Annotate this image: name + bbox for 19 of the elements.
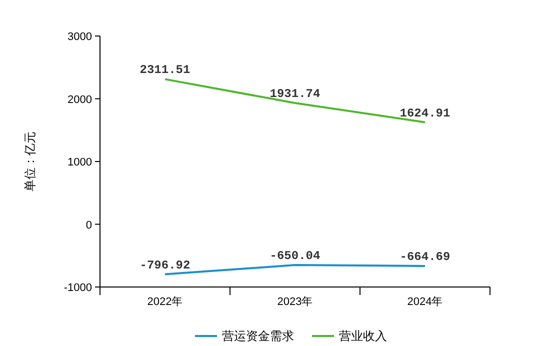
y-tick-label: 0 — [86, 219, 92, 232]
y-tick-label: 3000 — [68, 31, 92, 43]
legend: 营业收入 — [312, 329, 387, 343]
y-tick-label: -1000 — [64, 282, 92, 294]
legend-label: 营运资金需求 — [222, 329, 294, 343]
data-label: -664.69 — [400, 250, 450, 264]
y-tick-label: 2000 — [68, 94, 92, 106]
x-tick-label: 2023年 — [277, 296, 313, 308]
data-label: 2311.51 — [140, 63, 190, 78]
data-label: -650.04 — [270, 249, 320, 264]
data-label: 1624.91 — [400, 106, 450, 120]
y-tick-label: 1000 — [68, 156, 92, 168]
x-tick-label: 2024年 — [407, 296, 443, 308]
data-label: -796.92 — [140, 258, 190, 272]
legend-label: 营业收入 — [339, 329, 387, 343]
y-axis-title: 单位：亿元 — [23, 132, 37, 192]
legend: 营运资金需求 — [195, 329, 294, 343]
x-tick-label: 2022年 — [147, 296, 183, 308]
data-label: 1931.74 — [270, 87, 320, 102]
